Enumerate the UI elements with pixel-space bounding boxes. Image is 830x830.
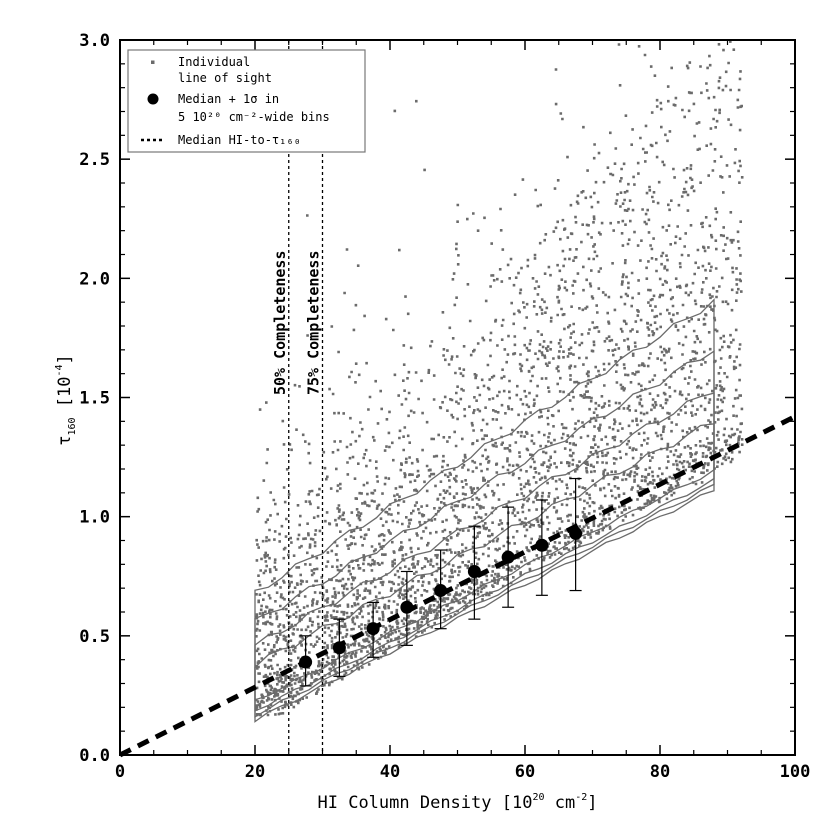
completeness-lines: 50% Completeness 75% Completeness: [271, 40, 324, 755]
y-tick-label-0: 0.0: [79, 746, 110, 766]
legend-text-1-1: Individual: [178, 55, 250, 69]
median-point-9: [569, 526, 583, 540]
median-fit-line: [118, 414, 797, 758]
x-tick-label-1: 20: [245, 762, 265, 782]
y-axis-title: τ160 [10-4]: [54, 354, 78, 446]
x-tick-label-0: 0: [115, 762, 125, 782]
y-tick-label-6: 3.0: [79, 31, 110, 51]
completeness-label-1: 50% Completeness: [271, 251, 289, 396]
legend-text-2-2: 5 10²⁰ cm⁻²-wide bins: [178, 110, 330, 124]
scatter-points: [255, 40, 744, 717]
x-tick-label-2: 40: [380, 762, 400, 782]
median-point-1: [299, 655, 313, 669]
median-point-2: [332, 641, 346, 655]
x-axis-title: HI Column Density [1020 cm-2]: [318, 792, 598, 813]
median-point-4: [400, 600, 414, 614]
contour-4: [254, 298, 715, 723]
y-tick-label-3: 1.5: [79, 389, 110, 409]
x-tick-label-3: 60: [515, 762, 535, 782]
median-point-6: [467, 564, 481, 578]
scatter-dots: [255, 40, 744, 717]
axes: 0 20 40 60 80 100 0.0 0.5 1.0 1.5 2.0 2.5 3.0: [79, 31, 810, 782]
x-tick-label-4: 80: [650, 762, 670, 782]
fit-line: [118, 414, 797, 758]
y-tick-label-1: 0.5: [79, 627, 110, 647]
median-point-8: [535, 538, 549, 552]
legend-box: [127, 49, 366, 153]
median-point-7: [501, 550, 515, 564]
completeness-label-2: 75% Completeness: [305, 251, 323, 396]
legend-text-3-1: Median HI-to-τ₁₆₀: [178, 133, 301, 147]
median-point-3: [366, 622, 380, 636]
y-tick-label-2: 1.0: [79, 508, 110, 528]
median-points: [299, 477, 583, 687]
legend-marker-dot: [151, 60, 155, 64]
legend-text-1-2: line of sight: [178, 71, 272, 85]
median-point-5: [434, 584, 448, 598]
legend-text-2-1: Median + 1σ in: [178, 92, 279, 106]
x-tick-label-5: 100: [780, 762, 811, 782]
density-contours: [254, 298, 715, 723]
contour-3: [254, 349, 715, 719]
legend: Individual line of sight Median + 1σ in 5 1…: [127, 49, 366, 153]
legend-marker-circle: [147, 93, 159, 105]
y-tick-label-4: 2.0: [79, 269, 110, 289]
y-tick-label-5: 2.5: [79, 150, 110, 170]
